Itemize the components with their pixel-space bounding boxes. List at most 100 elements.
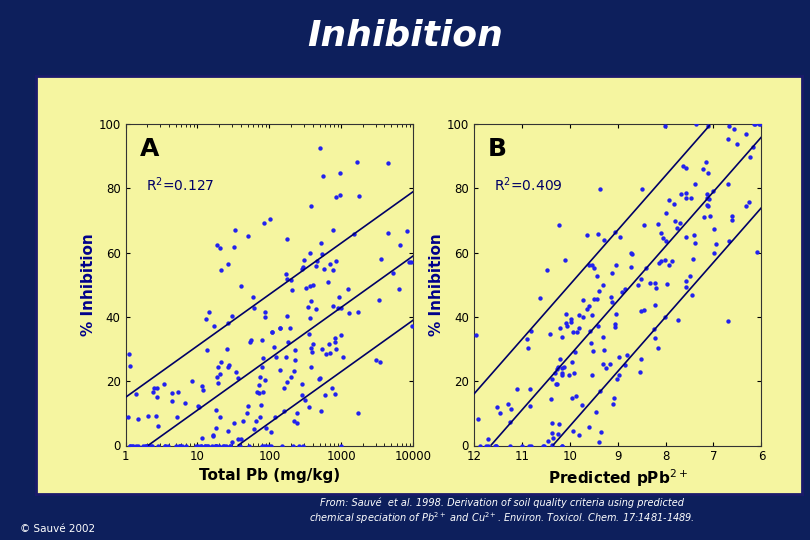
Point [291, 408, 304, 417]
Point [740, 201, 752, 210]
Point [151, 421, 164, 430]
Point [352, 308, 365, 316]
Point [675, 190, 688, 198]
Point [224, 441, 237, 450]
Point [625, 249, 637, 258]
Point [731, 140, 744, 149]
Point [328, 334, 341, 342]
Point [591, 322, 604, 330]
Point [296, 441, 309, 450]
Point [610, 261, 623, 269]
Point [212, 441, 225, 450]
Point [557, 362, 570, 371]
Point [202, 308, 215, 316]
Point [257, 219, 270, 227]
Point [676, 161, 689, 170]
Point [173, 441, 186, 450]
Point [650, 284, 663, 292]
Point [139, 441, 152, 450]
Point [701, 201, 714, 210]
Point [195, 434, 208, 442]
Point [688, 180, 701, 188]
Point [556, 364, 569, 373]
Point [611, 375, 624, 383]
Point [265, 327, 278, 336]
Point [202, 441, 215, 450]
Point [649, 279, 662, 287]
Point [471, 415, 484, 423]
Point [556, 370, 569, 379]
Point [326, 226, 339, 234]
Point [352, 192, 365, 200]
Point [567, 427, 580, 435]
Point [314, 239, 327, 248]
Point [275, 441, 288, 450]
Point [211, 241, 224, 250]
Point [305, 347, 318, 356]
Point [481, 441, 494, 450]
Point [209, 441, 222, 450]
Point [546, 418, 559, 427]
Point [599, 363, 612, 372]
Point [540, 265, 553, 274]
Point [488, 441, 501, 450]
Point [320, 350, 333, 359]
Point [172, 387, 185, 396]
Point [213, 369, 226, 378]
Point [640, 264, 653, 273]
Point [242, 402, 255, 410]
Point [140, 441, 153, 450]
Point [352, 408, 365, 417]
Point [555, 333, 568, 341]
Point [723, 122, 735, 130]
Point [309, 305, 322, 314]
Point [567, 327, 580, 336]
Point [556, 368, 569, 377]
Point [613, 233, 626, 242]
Point [256, 362, 269, 371]
Point [644, 278, 657, 287]
Point [264, 428, 277, 436]
Point [553, 324, 566, 333]
Point [322, 339, 335, 348]
Point [313, 375, 326, 383]
Text: R$^2$=0.127: R$^2$=0.127 [146, 176, 214, 194]
Point [659, 122, 671, 130]
X-axis label: Total Pb (mg/kg): Total Pb (mg/kg) [198, 468, 340, 483]
Point [250, 388, 263, 397]
Point [386, 268, 399, 277]
Point [222, 362, 235, 371]
Point [126, 441, 139, 450]
Point [221, 260, 234, 268]
Point [139, 441, 151, 450]
Point [284, 276, 297, 285]
Text: A: A [140, 137, 160, 161]
Point [305, 362, 318, 371]
Point [482, 435, 495, 443]
Point [328, 338, 341, 347]
Point [573, 430, 586, 439]
Point [700, 158, 713, 166]
Point [142, 412, 155, 421]
Point [560, 319, 573, 328]
Point [280, 275, 293, 284]
Point [300, 284, 313, 293]
Point [382, 228, 394, 237]
Point [723, 237, 735, 246]
Y-axis label: % Inhibition: % Inhibition [429, 233, 444, 336]
Point [305, 202, 318, 211]
Point [210, 441, 223, 450]
Point [333, 168, 346, 177]
Point [159, 441, 172, 450]
Point [299, 395, 312, 404]
Point [667, 200, 680, 208]
Point [329, 193, 342, 201]
Point [575, 400, 588, 409]
Point [151, 393, 164, 401]
Point [211, 379, 224, 388]
Point [150, 384, 163, 393]
Point [552, 420, 565, 429]
Point [552, 362, 565, 371]
Point [552, 429, 565, 438]
Point [303, 248, 316, 257]
